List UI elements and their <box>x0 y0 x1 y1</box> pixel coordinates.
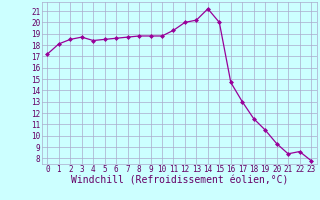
X-axis label: Windchill (Refroidissement éolien,°C): Windchill (Refroidissement éolien,°C) <box>70 176 288 186</box>
